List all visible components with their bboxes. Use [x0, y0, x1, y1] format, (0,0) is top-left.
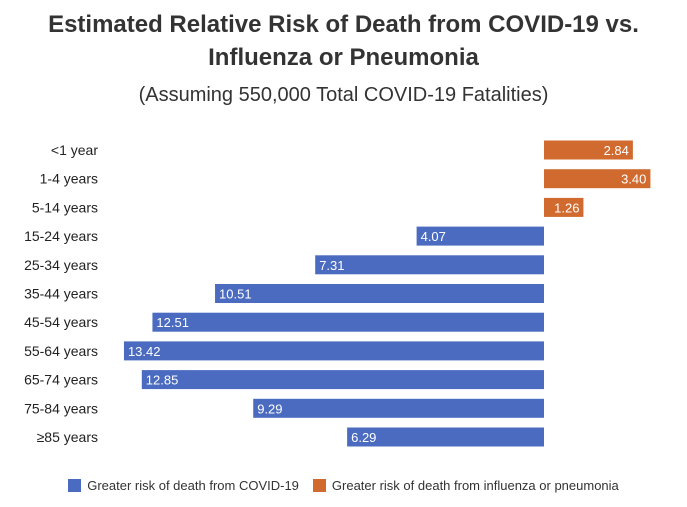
- bar-covid: [315, 255, 544, 275]
- bar-flu: [544, 197, 584, 217]
- bar-covid: [347, 427, 544, 447]
- bar-flu: [544, 140, 633, 160]
- data-label: 2.84: [604, 143, 629, 158]
- legend-item-covid: Greater risk of death from COVID-19: [68, 478, 299, 493]
- category-label: 1-4 years: [40, 171, 98, 187]
- data-label: 7.31: [319, 258, 344, 273]
- bar-covid: [123, 341, 544, 361]
- data-label: 6.29: [351, 430, 376, 445]
- legend-label-covid: Greater risk of death from COVID-19: [87, 478, 299, 493]
- category-label: 5-14 years: [32, 199, 98, 215]
- bar-covid: [253, 398, 544, 418]
- bar-covid: [416, 226, 544, 246]
- category-label: 35-44 years: [24, 286, 98, 302]
- bar-flu: [544, 169, 651, 189]
- data-label: 12.51: [156, 315, 189, 330]
- category-label: 55-64 years: [24, 343, 98, 359]
- category-label: <1 year: [51, 142, 98, 158]
- data-label: 3.40: [621, 172, 646, 187]
- category-label: 25-34 years: [24, 257, 98, 273]
- chart-title-line-1: Estimated Relative Risk of Death from CO…: [48, 11, 639, 38]
- data-label: 4.07: [421, 229, 446, 244]
- category-label: 65-74 years: [24, 372, 98, 388]
- category-label: 15-24 years: [24, 228, 98, 244]
- data-label: 12.85: [146, 373, 179, 388]
- legend-swatch-covid: [68, 479, 82, 492]
- category-label: 45-54 years: [24, 314, 98, 330]
- data-label: 10.51: [219, 287, 252, 302]
- legend-label-flu: Greater risk of death from influenza or …: [331, 478, 619, 493]
- data-label: 1.26: [554, 200, 579, 215]
- bar-covid: [215, 284, 545, 303]
- category-label: 75-84 years: [24, 400, 98, 416]
- chart-title: Estimated Relative Risk of Death from CO…: [0, 8, 687, 74]
- category-label: ≥85 years: [37, 429, 98, 445]
- bar-covid: [141, 370, 545, 390]
- data-label: 9.29: [257, 401, 282, 416]
- data-label: 13.42: [128, 344, 161, 359]
- chart-subtitle: (Assuming 550,000 Total COVID-19 Fatalit…: [138, 84, 549, 106]
- chart-legend: Greater risk of death from COVID-19 Grea…: [0, 478, 687, 493]
- legend-item-flu: Greater risk of death from influenza or …: [312, 478, 619, 493]
- chart-title-line-2: Influenza or Pneumonia: [208, 44, 479, 71]
- legend-swatch-flu: [312, 479, 326, 492]
- bar-covid: [152, 312, 544, 332]
